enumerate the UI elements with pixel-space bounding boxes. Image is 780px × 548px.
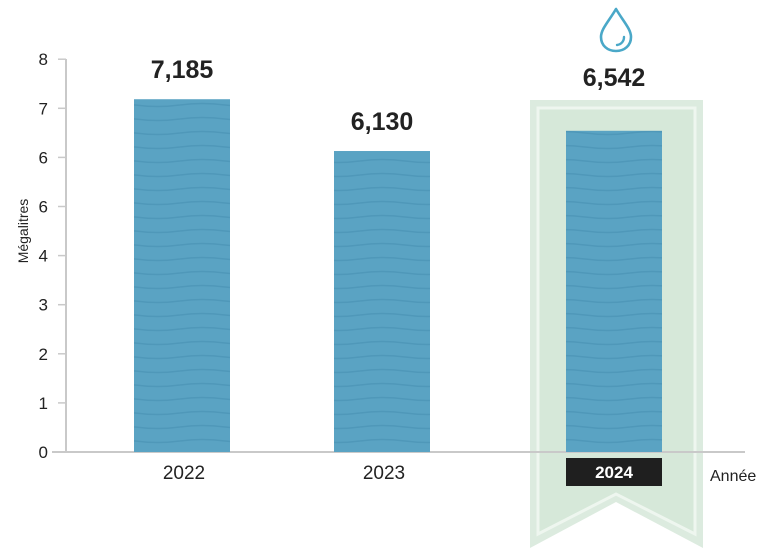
- bar-2023: [334, 151, 430, 452]
- y-tick-label: 7: [39, 99, 48, 118]
- y-tick-label: 8: [39, 50, 48, 69]
- y-tick-label: 2: [39, 345, 48, 364]
- y-tick-label: 4: [39, 247, 48, 266]
- highlight-label-bg: [566, 458, 662, 486]
- bar-2024: [566, 130, 662, 453]
- value-label-2022: 7,185: [151, 56, 214, 84]
- value-label-2024: 6,542: [583, 64, 646, 92]
- y-tick-label: 0: [39, 443, 48, 462]
- y-tick-label: 6: [39, 198, 48, 217]
- water-drop-icon: [599, 7, 633, 53]
- x-axis-title: Année: [710, 468, 756, 485]
- y-tick-label: 6: [39, 148, 48, 167]
- x-tick-label-2023: 2023: [363, 463, 405, 484]
- x-tick-label-2024: 2024: [595, 463, 633, 482]
- y-tick-label: 3: [39, 296, 48, 315]
- value-label-2023: 6,130: [351, 108, 414, 136]
- y-axis-title: Mégalitres: [15, 199, 31, 264]
- bar-2022: [134, 99, 230, 453]
- x-tick-label-2022: 2022: [163, 463, 205, 484]
- y-tick-label: 1: [39, 394, 48, 413]
